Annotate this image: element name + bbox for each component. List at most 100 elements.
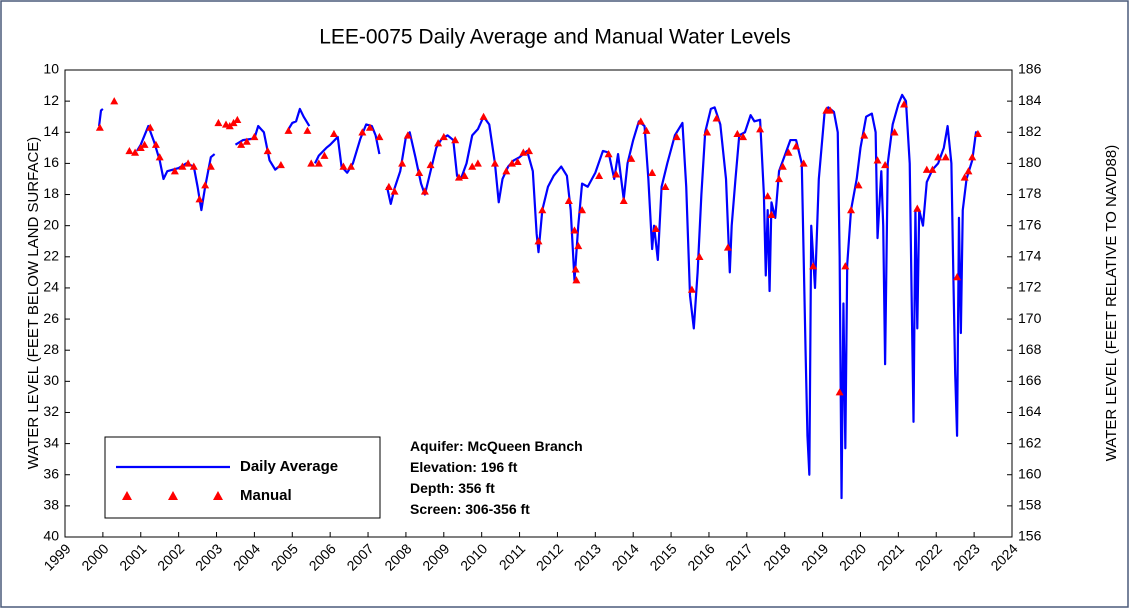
manual-marker — [439, 132, 448, 141]
manual-marker — [712, 114, 721, 122]
manual-marker — [426, 160, 435, 169]
manual-marker — [125, 146, 134, 155]
y2-tick-label: 162 — [1018, 434, 1042, 450]
manual-marker — [913, 204, 922, 212]
manual-marker — [276, 160, 285, 169]
manual-marker — [564, 196, 573, 204]
manual-marker — [250, 132, 259, 141]
legend-marker — [213, 491, 223, 500]
manual-marker — [390, 187, 399, 195]
manual-marker — [778, 162, 787, 170]
manual-marker — [146, 123, 155, 131]
y-tick-label: 26 — [43, 310, 59, 326]
manual-marker — [941, 153, 950, 161]
manual-marker — [329, 129, 338, 138]
y-tick-label: 38 — [43, 497, 59, 513]
manual-marker — [854, 181, 863, 189]
manual-marker — [233, 115, 242, 124]
manual-marker — [860, 131, 869, 139]
manual-marker — [733, 129, 742, 138]
y-tick-label: 22 — [43, 248, 59, 264]
y2-tick-label: 176 — [1018, 216, 1042, 232]
manual-marker — [890, 128, 899, 136]
manual-marker — [784, 148, 793, 156]
manual-marker — [473, 159, 482, 167]
manual-marker — [184, 159, 193, 167]
manual-marker — [847, 206, 856, 214]
manual-marker — [841, 262, 850, 270]
manual-marker — [170, 167, 179, 175]
y-tick-label: 36 — [43, 465, 59, 481]
manual-marker — [739, 132, 748, 141]
manual-marker — [809, 262, 818, 270]
manual-marker — [973, 129, 982, 138]
legend-marker — [168, 491, 178, 500]
manual-marker — [284, 126, 293, 134]
manual-marker — [642, 126, 651, 134]
y-tick-label: 20 — [43, 216, 59, 232]
manual-marker — [538, 206, 547, 214]
manual-marker — [195, 195, 204, 203]
annotation: Aquifer: McQueen Branch — [410, 438, 583, 454]
manual-marker — [110, 97, 119, 105]
manual-marker — [756, 125, 765, 133]
y2-tick-label: 186 — [1018, 61, 1042, 77]
manual-marker — [525, 146, 534, 155]
manual-marker — [151, 140, 160, 148]
y2-axis-title: WATER LEVEL (FEET RELATIVE TO NAVD88) — [1103, 145, 1120, 461]
manual-marker — [136, 143, 145, 152]
plot-area — [64, 69, 1013, 538]
manual-marker — [468, 162, 477, 170]
y-tick-label: 32 — [43, 403, 59, 419]
manual-marker — [206, 162, 215, 170]
manual-marker — [672, 132, 681, 141]
manual-marker — [651, 224, 660, 232]
manual-marker — [178, 162, 187, 170]
manual-marker — [873, 156, 882, 164]
manual-marker — [687, 285, 696, 293]
y-axis-title: WATER LEVEL (FEET BELOW LAND SURFACE) — [25, 137, 42, 470]
y-tick-label: 40 — [43, 528, 59, 544]
manual-marker — [922, 165, 931, 173]
manual-marker — [415, 168, 424, 176]
manual-marker — [571, 265, 580, 273]
manual-marker — [365, 123, 374, 131]
manual-marker — [928, 165, 937, 173]
annotation: Depth: 356 ft — [410, 480, 495, 496]
manual-marker — [303, 126, 312, 134]
manual-marker — [513, 157, 522, 166]
manual-marker — [723, 243, 732, 251]
manual-marker — [434, 139, 443, 147]
manual-marker — [95, 123, 104, 131]
y2-tick-label: 166 — [1018, 372, 1042, 388]
manual-marker — [420, 187, 429, 195]
manual-marker — [619, 196, 628, 204]
manual-marker — [398, 159, 407, 167]
manual-marker — [934, 153, 943, 161]
manual-marker — [384, 182, 393, 190]
manual-marker — [201, 181, 210, 189]
legend-label: Manual — [240, 487, 292, 504]
y2-tick-label: 180 — [1018, 154, 1042, 170]
manual-marker — [189, 162, 198, 170]
manual-marker — [534, 237, 543, 245]
y-tick-label: 16 — [43, 154, 59, 170]
legend-label: Daily Average — [240, 458, 338, 475]
manual-marker — [661, 182, 670, 190]
annotation: Screen: 306-356 ft — [410, 501, 530, 517]
manual-marker — [570, 226, 579, 234]
y-tick-label: 14 — [43, 123, 59, 139]
manual-marker — [960, 173, 969, 181]
annotation: Elevation: 196 ft — [410, 459, 518, 475]
manual-marker — [479, 112, 488, 120]
manual-marker — [214, 118, 223, 127]
manual-marker — [636, 117, 645, 125]
manual-marker — [140, 140, 149, 148]
manual-marker — [460, 171, 469, 180]
manual-marker — [490, 159, 499, 167]
manual-marker — [263, 146, 272, 155]
manual-marker — [242, 137, 251, 145]
y-tick-label: 34 — [43, 434, 59, 450]
manual-marker — [595, 171, 604, 180]
manual-marker — [900, 100, 909, 108]
